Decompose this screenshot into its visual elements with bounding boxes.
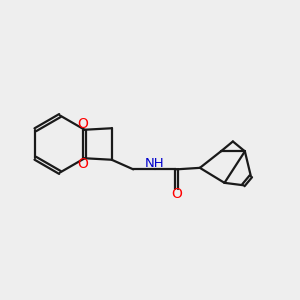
Text: O: O — [78, 117, 88, 131]
Text: NH: NH — [145, 158, 164, 170]
Text: O: O — [171, 187, 182, 201]
Text: O: O — [78, 157, 88, 171]
